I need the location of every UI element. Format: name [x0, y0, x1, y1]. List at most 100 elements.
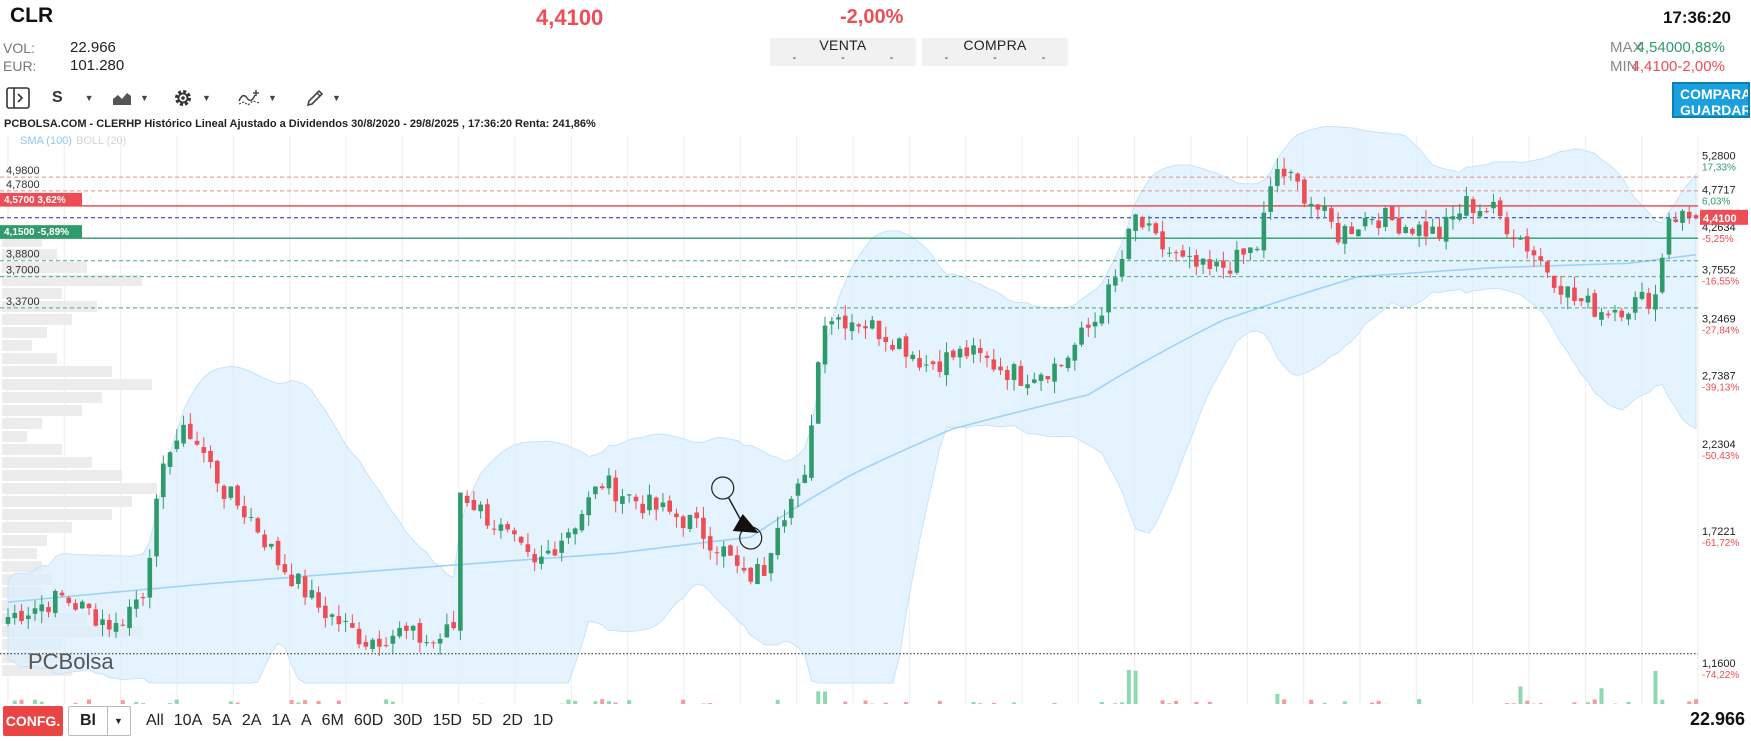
candle-body — [296, 573, 301, 584]
range-button-all[interactable]: All — [146, 712, 164, 729]
candle-body — [59, 592, 65, 596]
candle-body — [775, 527, 781, 556]
settings-select[interactable]: ▼ — [172, 86, 211, 110]
volume-bar — [863, 700, 868, 704]
range-button-60d[interactable]: 60D — [353, 712, 384, 729]
candle-body — [1443, 216, 1449, 242]
range-button-5a[interactable]: 5A — [212, 712, 232, 729]
panel-toggle-button[interactable] — [6, 86, 30, 110]
range-button-5d[interactable]: 5D — [471, 712, 493, 729]
candle-body — [768, 553, 774, 574]
candle-body — [1450, 216, 1456, 220]
candle-body — [1484, 211, 1489, 213]
candle-body — [1565, 286, 1571, 298]
volume-bar — [593, 701, 598, 704]
candle-body — [1207, 259, 1213, 269]
min-label: MIN — [1610, 58, 1638, 75]
volume-bar — [289, 700, 294, 704]
candle-body — [1329, 208, 1334, 222]
candle-body — [755, 564, 760, 585]
candle-body — [1106, 284, 1111, 313]
candle-body — [1673, 219, 1679, 222]
sell-value: - — [841, 52, 845, 64]
volume-bar — [816, 691, 821, 704]
candle-body — [748, 567, 754, 582]
candle-body — [1194, 255, 1199, 267]
candle-body — [667, 500, 672, 512]
candle-body — [1362, 217, 1368, 227]
range-button-1a[interactable]: 1A — [271, 712, 291, 729]
candle-body — [903, 336, 909, 357]
candle-body — [1632, 297, 1638, 313]
candle-body — [1032, 379, 1037, 383]
chevron-down-icon: ▼ — [268, 93, 277, 103]
candle-body — [350, 623, 355, 628]
candle-body — [221, 485, 227, 499]
candle-body — [46, 607, 51, 613]
y-tick-pct: -61,72% — [1702, 538, 1739, 549]
candle-body — [923, 364, 929, 366]
volume-bar — [1126, 669, 1131, 704]
price-chart[interactable]: 4,9800 4,7800 4,5700 3,62% 4,1500 -5,89% 3,8… — [0, 118, 1751, 704]
y-tick-label: 3,2469 — [1702, 313, 1736, 325]
y-tick-label: 1,7221 — [1702, 526, 1736, 538]
period-select[interactable]: S ▼ — [52, 86, 94, 110]
candle-body — [417, 623, 423, 643]
range-button-2d[interactable]: 2D — [502, 712, 523, 729]
candle-body — [1045, 376, 1051, 380]
price-change: -2,00% — [840, 6, 904, 28]
y-tick-pct: -16,55% — [1702, 277, 1739, 288]
candle-body — [815, 362, 821, 424]
candle-body — [1281, 168, 1287, 177]
candle-body — [788, 498, 794, 518]
candle-body — [761, 565, 767, 576]
range-button-a[interactable]: A — [300, 712, 312, 729]
candle-body — [937, 361, 943, 372]
candle-body — [566, 532, 571, 538]
candle-body — [890, 344, 895, 350]
volume-profile-bar — [2, 327, 47, 338]
price-level-label: 4,7800 — [6, 179, 40, 191]
volume-bar — [883, 702, 888, 704]
range-button-15d[interactable]: 15D — [432, 712, 462, 729]
price-level-tag — [0, 192, 82, 206]
volume-bar — [1572, 702, 1577, 704]
scale-select[interactable]: Bl ▼ — [68, 706, 131, 736]
chart-type-select[interactable]: ▼ — [112, 86, 149, 110]
session-max: MAX4,54000,88% — [1610, 39, 1725, 56]
candle-body — [1558, 285, 1564, 295]
buy-value: - — [993, 52, 997, 64]
indicators-select[interactable]: ▼ — [238, 86, 277, 110]
candle-body — [734, 555, 740, 566]
range-button-1d[interactable]: 1D — [532, 712, 554, 729]
range-button-6m[interactable]: 6M — [321, 712, 344, 729]
candle-body — [491, 528, 497, 530]
volume-bar — [978, 703, 983, 704]
candle-body — [32, 608, 38, 614]
candle-body — [282, 564, 288, 573]
drawing-tools-select[interactable]: ▼ — [306, 86, 341, 110]
candle-body — [1308, 203, 1314, 207]
candle-body — [613, 477, 618, 502]
candle-body — [1470, 199, 1476, 214]
volume-bar — [627, 700, 632, 704]
compare-save-button[interactable]: COMPARAR GUARDAR — [1672, 82, 1750, 118]
sma-legend: SMA (100) — [20, 135, 72, 147]
range-button-2a[interactable]: 2A — [241, 712, 262, 729]
candle-body — [5, 617, 11, 624]
range-button-30d[interactable]: 30D — [393, 712, 423, 729]
max-value: 4,5400 — [1636, 39, 1683, 56]
range-button-10a[interactable]: 10A — [173, 712, 203, 729]
config-button[interactable]: CONFG. — [3, 706, 63, 736]
candle-body — [883, 337, 889, 343]
volume-profile-bar — [2, 366, 112, 377]
y-tick-label: 5,2800 — [1702, 150, 1736, 162]
candle-body — [957, 348, 963, 358]
volume-label: VOL: — [3, 40, 35, 56]
y-tick-pct: -27,84% — [1702, 325, 1739, 336]
candle-body — [579, 514, 585, 531]
candle-body — [977, 348, 983, 354]
pcbolsa-watermark: PCBolsa — [28, 649, 114, 674]
area-chart-icon — [113, 93, 131, 105]
candle-body — [1626, 313, 1631, 320]
